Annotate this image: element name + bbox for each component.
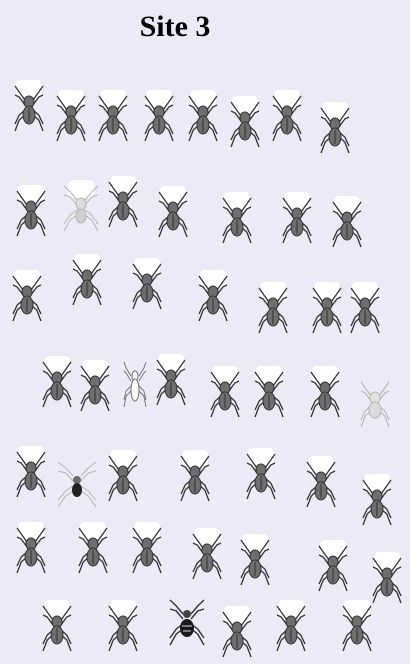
spider-icon [38, 600, 76, 657]
spider-icon [236, 534, 274, 591]
spider-icon [254, 282, 292, 339]
spider-icon [104, 176, 142, 233]
spider-icon [218, 606, 256, 663]
spider-icon [76, 360, 114, 417]
spider-icon [250, 366, 288, 423]
spider-icon [242, 448, 280, 505]
spider-icon [218, 192, 256, 249]
spider-icon [268, 90, 306, 147]
spider-icon [68, 254, 106, 311]
spider-icon [316, 102, 354, 159]
spider-icon [104, 600, 142, 657]
spider-icon [168, 594, 206, 651]
spider-icon [94, 90, 132, 147]
spider-icon [154, 186, 192, 243]
spider-icon [188, 528, 226, 585]
spider-icon [272, 600, 310, 657]
spider-icon [176, 450, 214, 507]
spider-icon [38, 356, 76, 413]
spider-icon [226, 96, 264, 153]
spider-icon [52, 90, 90, 147]
spider-icon [57, 456, 97, 513]
spider-icon [368, 552, 406, 609]
page-title: Site 3 [139, 10, 211, 43]
spider-icon [308, 282, 346, 339]
spider-icon [12, 446, 50, 503]
spider-icon [116, 356, 154, 413]
spider-icon [278, 192, 316, 249]
spider-icon [104, 450, 142, 507]
spider-icon [12, 522, 50, 579]
spider-icon [338, 600, 376, 657]
spider-icon [128, 522, 166, 579]
spider-icon [302, 456, 340, 513]
spider-icon [206, 366, 244, 423]
spider-icon [152, 354, 190, 411]
spider-icon [306, 366, 344, 423]
spider-icon [8, 270, 46, 327]
spider-icon [140, 90, 178, 147]
spider-icon [184, 90, 222, 147]
spider-icon [62, 180, 100, 237]
spider-icon [12, 185, 50, 242]
spider-icon [128, 258, 166, 315]
spider-icon [314, 540, 352, 597]
spider-icon [356, 376, 394, 433]
spider-icon [194, 270, 232, 327]
spider-icon [74, 522, 112, 579]
spider-icon [10, 80, 48, 137]
spider-icon [346, 282, 384, 339]
spider-icon [358, 474, 396, 531]
spider-icon [328, 196, 366, 253]
